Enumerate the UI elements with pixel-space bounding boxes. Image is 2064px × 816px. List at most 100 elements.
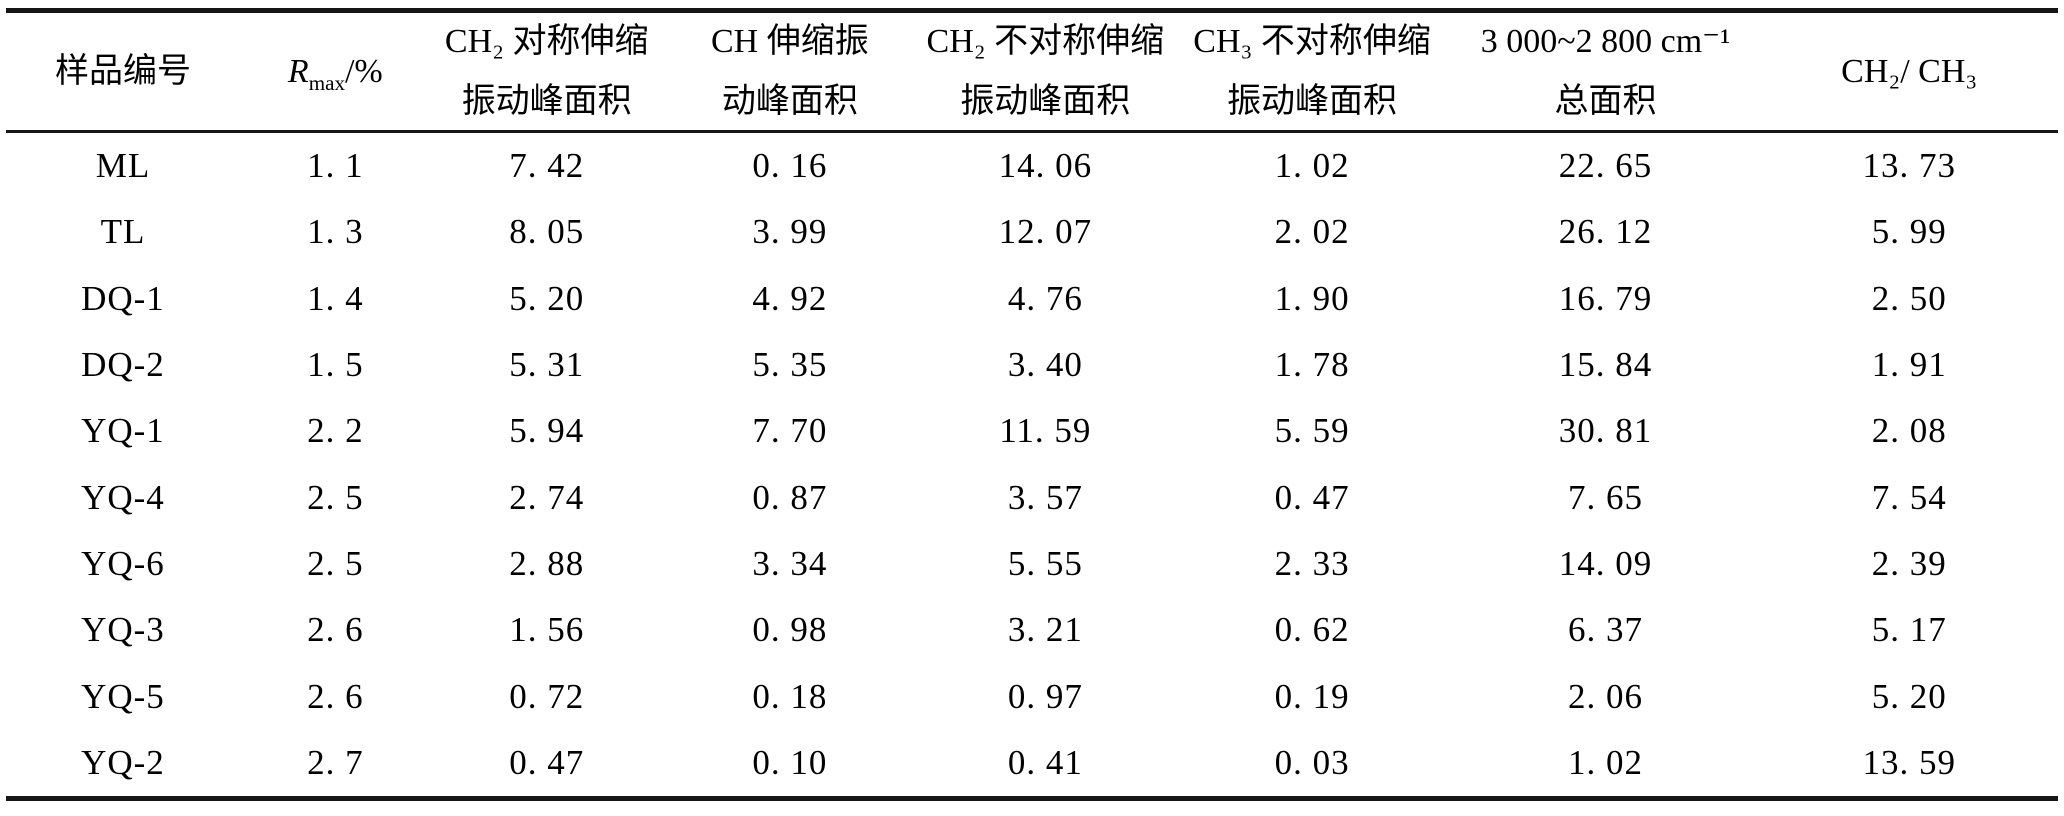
header-label-line1: CH₂ 不对称伸缩 [926, 23, 1165, 61]
header-label-line2: 动峰面积 [721, 82, 858, 120]
sample-id-cell: ML [95, 146, 151, 186]
value-cell: 4. 76 [1007, 278, 1083, 318]
value-cell: 7. 42 [509, 146, 585, 186]
value-cell: 0. 16 [752, 146, 828, 186]
value-cell: 5. 99 [1871, 212, 1947, 252]
value-cell: 2. 6 [307, 676, 364, 716]
value-cell: 5. 20 [1871, 676, 1947, 716]
col-header-total-area: 3 000~2 800 cm⁻¹ 总面积 [1450, 10, 1761, 133]
sample-id-cell: YQ-6 [81, 543, 165, 583]
value-cell: 2. 2 [307, 411, 364, 451]
sample-id-cell: YQ-2 [81, 742, 165, 782]
value-cell: 0. 41 [1007, 742, 1083, 782]
ftir-peak-area-table: 样品编号 Rmax/% CH₂ 对称伸缩 振动峰面积 CH 伸缩振 动峰面积 [6, 8, 2058, 801]
table-row: YQ-5 2. 6 0. 72 0. 18 0. 97 0. 19 2. 06 5. 20 [6, 663, 2058, 729]
value-cell: 0. 87 [752, 477, 828, 517]
sample-id-cell: YQ-1 [81, 411, 165, 451]
header-row: 样品编号 Rmax/% CH₂ 对称伸缩 振动峰面积 CH 伸缩振 动峰面积 [6, 10, 2058, 133]
col-header-sample-id: 样品编号 [6, 10, 240, 133]
value-cell: 0. 47 [509, 742, 585, 782]
value-cell: 2. 50 [1871, 278, 1947, 318]
rmax-subscript: max [308, 70, 345, 95]
header-label-line1: CH₃ 不对称伸缩 [1193, 23, 1431, 61]
col-header-rmax: Rmax/% [239, 10, 431, 133]
sample-id-cell: YQ-5 [81, 676, 165, 716]
value-cell: 0. 18 [752, 676, 828, 716]
value-cell: 2. 5 [307, 477, 364, 517]
value-cell: 2. 08 [1871, 411, 1947, 451]
value-cell: 1. 3 [307, 212, 364, 252]
value-cell: 3. 21 [1007, 610, 1083, 650]
sample-id-cell: TL [100, 212, 146, 252]
value-cell: 8. 05 [509, 212, 585, 252]
value-cell: 4. 92 [752, 278, 828, 318]
value-cell: 5. 94 [509, 411, 585, 451]
value-cell: 5. 55 [1007, 543, 1083, 583]
value-cell: 5. 31 [509, 345, 585, 385]
value-cell: 5. 35 [752, 345, 828, 385]
value-cell: 1. 02 [1568, 742, 1643, 782]
value-cell: 1. 1 [307, 146, 364, 186]
table-row: YQ-1 2. 2 5. 94 7. 70 11. 59 5. 59 30. 81 2. 08 [6, 398, 2058, 464]
header-label-line2: 振动峰面积 [461, 82, 632, 120]
table-header: 样品编号 Rmax/% CH₂ 对称伸缩 振动峰面积 CH 伸缩振 动峰面积 [6, 10, 2058, 133]
value-cell: 0. 97 [1007, 676, 1083, 716]
header-label: 样品编号 [54, 52, 191, 90]
value-cell: 2. 33 [1274, 543, 1350, 583]
value-cell: 26. 12 [1558, 212, 1653, 252]
value-cell: 2. 88 [509, 543, 585, 583]
value-cell: 2. 06 [1568, 676, 1643, 716]
value-cell: 7. 70 [752, 411, 828, 451]
value-cell: 5. 20 [509, 278, 585, 318]
value-cell: 2. 7 [307, 742, 364, 782]
value-cell: 5. 17 [1871, 610, 1947, 650]
col-header-ch2-asymmetric: CH₂ 不对称伸缩 振动峰面积 [917, 10, 1174, 133]
value-cell: 7. 54 [1871, 477, 1947, 517]
header-label-line2: 总面积 [1554, 82, 1657, 120]
header-label-line1: CH₂ 对称伸缩 [444, 23, 649, 61]
table-row: ML 1. 1 7. 42 0. 16 14. 06 1. 02 22. 65 13. 73 [6, 132, 2058, 200]
value-cell: 15. 84 [1558, 345, 1653, 385]
header-label-line2: 振动峰面积 [960, 82, 1131, 120]
header-label: CH₂/ CH₃ [1841, 52, 1978, 90]
value-cell: 0. 47 [1274, 477, 1350, 517]
sample-id-cell: DQ-1 [81, 278, 165, 318]
col-header-ch3-asymmetric: CH₃ 不对称伸缩 振动峰面积 [1173, 10, 1451, 133]
value-cell: 0. 10 [752, 742, 828, 782]
value-cell: 3. 57 [1007, 477, 1083, 517]
value-cell: 30. 81 [1558, 411, 1653, 451]
value-cell: 3. 40 [1007, 345, 1083, 385]
table-row: YQ-4 2. 5 2. 74 0. 87 3. 57 0. 47 7. 65 7. 54 [6, 464, 2058, 530]
value-cell: 0. 72 [509, 676, 585, 716]
value-cell: 0. 62 [1274, 610, 1350, 650]
col-header-ch2-ch3-ratio: CH₂/ CH₃ [1760, 10, 2058, 133]
header-label-line1: CH 伸缩振 [710, 23, 869, 61]
sample-id-cell: YQ-3 [81, 610, 165, 650]
header-label-line1: 3 000~2 800 cm⁻¹ [1480, 23, 1731, 61]
value-cell: 11. 59 [999, 411, 1092, 451]
value-cell: 16. 79 [1558, 278, 1653, 318]
table-row: YQ-3 2. 6 1. 56 0. 98 3. 21 0. 62 6. 37 5. 17 [6, 597, 2058, 663]
table-row: DQ-1 1. 4 5. 20 4. 92 4. 76 1. 90 16. 79 2. 50 [6, 266, 2058, 332]
value-cell: 7. 65 [1568, 477, 1643, 517]
value-cell: 13. 59 [1862, 742, 1956, 782]
value-cell: 1. 02 [1274, 146, 1350, 186]
value-cell: 0. 98 [752, 610, 828, 650]
table-row: YQ-2 2. 7 0. 47 0. 10 0. 41 0. 03 1. 02 13. 59 [6, 730, 2058, 799]
value-cell: 2. 6 [307, 610, 364, 650]
table-row: TL 1. 3 8. 05 3. 99 12. 07 2. 02 26. 12 5. 99 [6, 199, 2058, 265]
value-cell: 3. 34 [752, 543, 828, 583]
table-body: ML 1. 1 7. 42 0. 16 14. 06 1. 02 22. 65 13. 73 T… [6, 132, 2058, 799]
table-row: YQ-6 2. 5 2. 88 3. 34 5. 55 2. 33 14. 09 2. 39 [6, 531, 2058, 597]
value-cell: 1. 4 [307, 278, 364, 318]
value-cell: 2. 74 [509, 477, 585, 517]
table-row: DQ-2 1. 5 5. 31 5. 35 3. 40 1. 78 15. 84 1. 91 [6, 332, 2058, 398]
value-cell: 22. 65 [1558, 146, 1653, 186]
header-label-line2: 振动峰面积 [1227, 82, 1398, 120]
value-cell: 1. 56 [509, 610, 585, 650]
value-cell: 2. 5 [307, 543, 364, 583]
rmax-symbol: R [287, 52, 309, 90]
value-cell: 14. 09 [1558, 543, 1653, 583]
value-cell: 2. 39 [1871, 543, 1947, 583]
value-cell: 0. 19 [1274, 676, 1350, 716]
